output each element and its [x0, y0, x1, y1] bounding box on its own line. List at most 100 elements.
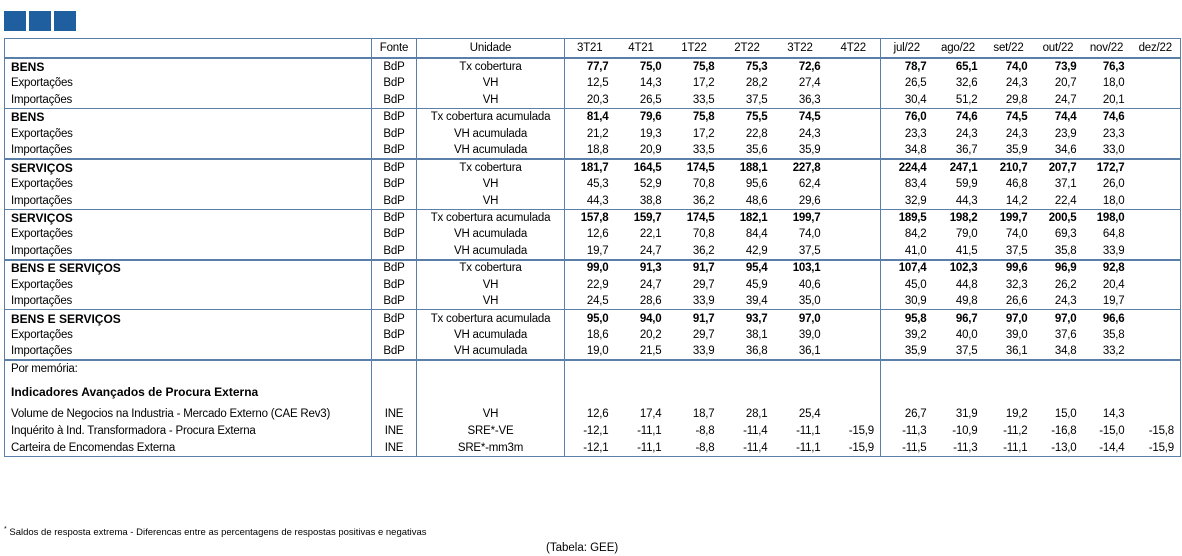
row-label: BENS — [4, 57, 372, 75]
value-cell: 39,4 — [745, 295, 768, 308]
unit-cell: VH acumulada — [416, 326, 565, 344]
value-cell: 37,1 — [1054, 177, 1077, 190]
value-cell: 18,6 — [564, 326, 615, 344]
value-cell: -12,1 — [564, 422, 615, 440]
value-cell: 159,7 — [614, 208, 668, 226]
value-cell — [1130, 343, 1181, 361]
value-cell: 45,0 — [880, 276, 933, 294]
value-cell: -11,4 — [743, 425, 768, 438]
value-cell — [1130, 258, 1181, 277]
value-cell — [1130, 326, 1181, 344]
unit-cell: VH — [416, 293, 565, 310]
table-row: Exportações BdP VH 45,3 52,9 70,8 95,6 62,4 83,4… — [4, 175, 1181, 193]
value-cell: 74,5 — [983, 107, 1034, 126]
unit-cell: Tx cobertura acumulada — [416, 309, 565, 327]
value-cell: 18,0 — [1102, 194, 1125, 207]
header-period: dez/22 — [1130, 38, 1181, 59]
value-cell: 95,4 — [720, 258, 774, 277]
table-header: Fonte Unidade 3T21 4T21 1T22 2T22 3T22 4… — [4, 38, 1181, 59]
value-cell — [827, 344, 881, 361]
source-cell: BdP — [371, 242, 417, 260]
value-cell: 96,9 — [1033, 258, 1083, 277]
value-cell: 97,0 — [773, 309, 827, 327]
value-cell: 18,0 — [1102, 77, 1125, 90]
row-label: BENS E SERVIÇOS — [4, 258, 372, 277]
table-row: Exportações BdP VH 12,5 14,3 17,2 28,2 27,4 26,5… — [4, 74, 1181, 92]
value-cell: 24,7 — [639, 244, 662, 257]
value-cell: 81,4 — [564, 107, 615, 126]
source-cell — [371, 377, 417, 384]
value-cell — [1130, 276, 1181, 294]
row-label: Carteira de Encomendas Externa — [4, 439, 372, 457]
value-cell: 33,5 — [692, 93, 715, 106]
footnote-mark: * — [4, 526, 7, 533]
value-cell: 17,2 — [692, 77, 715, 90]
row-label: Volume de Negocios na Industria - Mercad… — [4, 405, 372, 423]
value-cell — [1034, 383, 1083, 400]
value-cell: 20,1 — [1102, 93, 1125, 106]
value-cell: 28,6 — [639, 295, 662, 308]
value-cell — [827, 92, 881, 109]
footnote-text: Saldos de resposta extrema - Diferencas … — [6, 527, 427, 539]
value-cell: 74,0 — [1005, 228, 1028, 241]
value-cell: 35,8 — [1102, 329, 1125, 342]
value-cell: 31,9 — [955, 408, 978, 421]
unit-cell: SRE*-VE — [416, 422, 565, 440]
value-cell: 35,0 — [798, 295, 821, 308]
value-cell: 20,9 — [639, 143, 662, 156]
unit-cell: VH acumulada — [416, 343, 565, 361]
source-cell: BdP — [371, 175, 417, 193]
unit-cell: Tx cobertura acumulada — [416, 107, 565, 126]
header-period: 3T21 — [564, 38, 615, 59]
value-cell: 19,7 — [1102, 295, 1125, 308]
value-cell: 29,7 — [692, 329, 715, 342]
value-cell: 37,5 — [745, 93, 768, 106]
value-cell — [1130, 157, 1181, 176]
value-cell: 62,4 — [798, 177, 821, 190]
value-cell: 70,8 — [692, 177, 715, 190]
value-cell: -8,8 — [667, 439, 721, 457]
value-cell: 64,8 — [1102, 228, 1125, 241]
value-cell: -15,0 — [1099, 425, 1125, 438]
row-label: Importações — [4, 141, 372, 159]
value-cell: 73,9 — [1033, 57, 1083, 75]
value-cell: 29,7 — [692, 278, 715, 291]
header-period: set/22 — [983, 38, 1034, 59]
value-cell: 95,8 — [880, 309, 933, 327]
value-cell: 49,8 — [955, 295, 978, 308]
value-cell: 91,7 — [667, 258, 721, 277]
value-cell: 34,6 — [1054, 143, 1077, 156]
value-cell: 23,3 — [1102, 127, 1125, 140]
value-cell: 24,3 — [1005, 127, 1028, 140]
value-cell: 14,2 — [1005, 194, 1028, 207]
value-cell: 74,4 — [1033, 107, 1083, 126]
value-cell: 24,7 — [1054, 93, 1077, 106]
value-cell: 84,2 — [880, 225, 933, 243]
value-cell: 35,9 — [880, 343, 933, 361]
header-period: 3T22 — [773, 38, 827, 59]
value-cell: 74,0 — [798, 228, 821, 241]
source-cell: INE — [371, 405, 417, 423]
table-row: Importações BdP VH acumulada 19,0 21,5 33,9 36… — [4, 343, 1181, 361]
value-cell — [984, 383, 1034, 400]
source-cell: BdP — [371, 208, 417, 226]
table-row: BENS E SERVIÇOS BdP Tx cobertura 99,0 91,3 91… — [4, 258, 1181, 277]
value-cell — [827, 276, 881, 293]
value-cell — [1082, 359, 1131, 378]
value-cell: 207,7 — [1033, 157, 1083, 176]
logo — [4, 11, 76, 31]
value-cell: 34,8 — [880, 141, 933, 159]
value-cell: 91,3 — [614, 258, 668, 277]
table-row: Importações BdP VH acumulada 18,8 20,9 33,5 35… — [4, 141, 1181, 159]
row-label: SERVIÇOS — [4, 208, 372, 226]
table-row: Importações BdP VH 24,5 28,6 33,9 39,4 35,0 30,9… — [4, 293, 1181, 310]
unit-cell — [416, 399, 565, 406]
value-cell: 79,0 — [955, 228, 978, 241]
header-unidade: Unidade — [416, 38, 565, 59]
value-cell — [1130, 309, 1181, 327]
value-cell — [564, 383, 615, 400]
value-cell: 72,6 — [773, 57, 827, 75]
logo-block — [4, 11, 26, 31]
value-cell — [983, 359, 1034, 378]
source-cell: BdP — [371, 258, 417, 277]
